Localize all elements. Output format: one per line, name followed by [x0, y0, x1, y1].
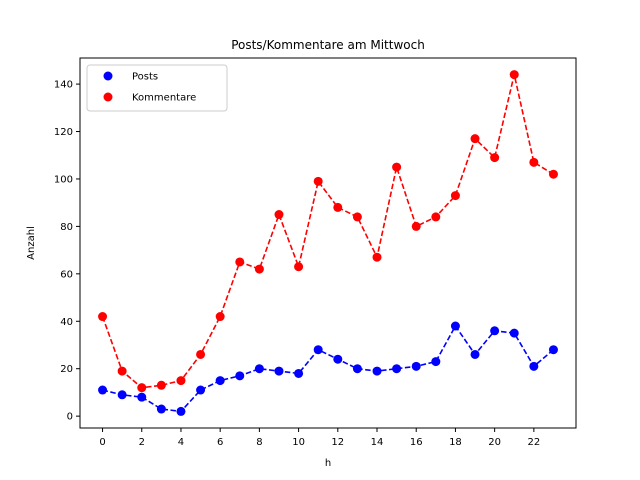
x-tick-label: 2 — [139, 437, 145, 448]
data-point-kommentare — [196, 349, 206, 359]
y-axis-label: Anzahl — [26, 226, 37, 260]
legend-marker-posts — [103, 71, 113, 81]
x-tick-label: 4 — [178, 437, 184, 448]
y-tick-label: 40 — [60, 317, 73, 328]
data-point-kommentare — [274, 210, 284, 220]
x-tick-label: 0 — [99, 437, 105, 448]
data-point-kommentare — [529, 157, 539, 167]
y-tick-label: 140 — [54, 80, 73, 91]
data-point-kommentare — [490, 153, 500, 163]
legend: Posts Kommentare — [86, 64, 228, 112]
x-tick-label: 22 — [527, 437, 540, 448]
data-point-posts — [372, 366, 382, 376]
x-tick-label: 10 — [292, 437, 305, 448]
data-point-kommentare — [137, 383, 147, 393]
data-point-kommentare — [509, 70, 519, 80]
data-point-kommentare — [294, 262, 304, 272]
legend-marker-kommentare — [103, 92, 113, 102]
data-point-posts — [313, 345, 323, 355]
data-point-posts — [411, 361, 421, 371]
plot-frame — [79, 57, 577, 429]
x-tick-label: 18 — [449, 437, 462, 448]
data-point-kommentare — [411, 221, 421, 231]
data-point-kommentare — [333, 202, 343, 212]
data-point-kommentare — [254, 264, 264, 274]
y-tick-label: 60 — [60, 269, 73, 280]
data-point-kommentare — [313, 176, 323, 186]
y-tick-label: 20 — [60, 364, 73, 375]
data-point-posts — [509, 328, 519, 338]
data-point-kommentare — [392, 162, 402, 172]
y-tick-label: 100 — [54, 174, 73, 185]
x-tick-label: 20 — [488, 437, 501, 448]
data-point-posts — [529, 361, 539, 371]
data-point-posts — [450, 321, 460, 331]
data-point-kommentare — [117, 366, 127, 376]
x-tick-label: 8 — [256, 437, 262, 448]
data-point-posts — [431, 357, 441, 367]
data-point-posts — [294, 368, 304, 378]
data-point-kommentare — [548, 169, 558, 179]
legend-label-kommentare: Kommentare — [132, 93, 196, 104]
data-point-posts — [98, 385, 108, 395]
data-point-posts — [137, 392, 147, 402]
data-point-posts — [274, 366, 284, 376]
data-point-kommentare — [372, 252, 382, 262]
data-point-posts — [548, 345, 558, 355]
data-point-posts — [352, 364, 362, 374]
y-tick-label: 0 — [67, 412, 73, 423]
plot-area — [98, 70, 558, 416]
data-point-kommentare — [176, 376, 186, 386]
data-point-posts — [470, 349, 480, 359]
data-point-posts — [490, 326, 500, 336]
legend-box — [86, 64, 228, 112]
series-line-posts — [102, 324, 554, 413]
data-point-posts — [117, 390, 127, 400]
data-point-posts — [254, 364, 264, 374]
y-axis: 0 20 40 60 80 100 120 140 — [54, 80, 80, 423]
data-point-kommentare — [235, 257, 245, 267]
data-point-posts — [156, 404, 166, 414]
data-point-posts — [176, 406, 186, 416]
data-point-posts — [215, 376, 225, 386]
data-point-kommentare — [98, 312, 108, 322]
data-point-kommentare — [470, 134, 480, 144]
data-point-posts — [392, 364, 402, 374]
data-point-kommentare — [352, 212, 362, 222]
x-tick-label: 12 — [331, 437, 344, 448]
data-point-kommentare — [450, 191, 460, 201]
data-point-posts — [333, 354, 343, 364]
y-tick-label: 120 — [54, 127, 73, 138]
x-tick-label: 16 — [410, 437, 423, 448]
data-point-kommentare — [431, 212, 441, 222]
data-point-kommentare — [156, 380, 166, 390]
x-axis: 0 2 4 6 8 10 12 14 16 18 20 22 — [99, 428, 540, 448]
x-tick-label: 14 — [371, 437, 384, 448]
y-tick-label: 80 — [60, 222, 73, 233]
data-point-kommentare — [215, 312, 225, 322]
data-point-posts — [196, 385, 206, 395]
x-tick-label: 6 — [217, 437, 223, 448]
x-axis-label: h — [325, 458, 331, 469]
legend-label-posts: Posts — [132, 72, 158, 83]
chart-title: Posts/Kommentare am Mittwoch — [231, 38, 425, 52]
data-point-posts — [235, 371, 245, 381]
